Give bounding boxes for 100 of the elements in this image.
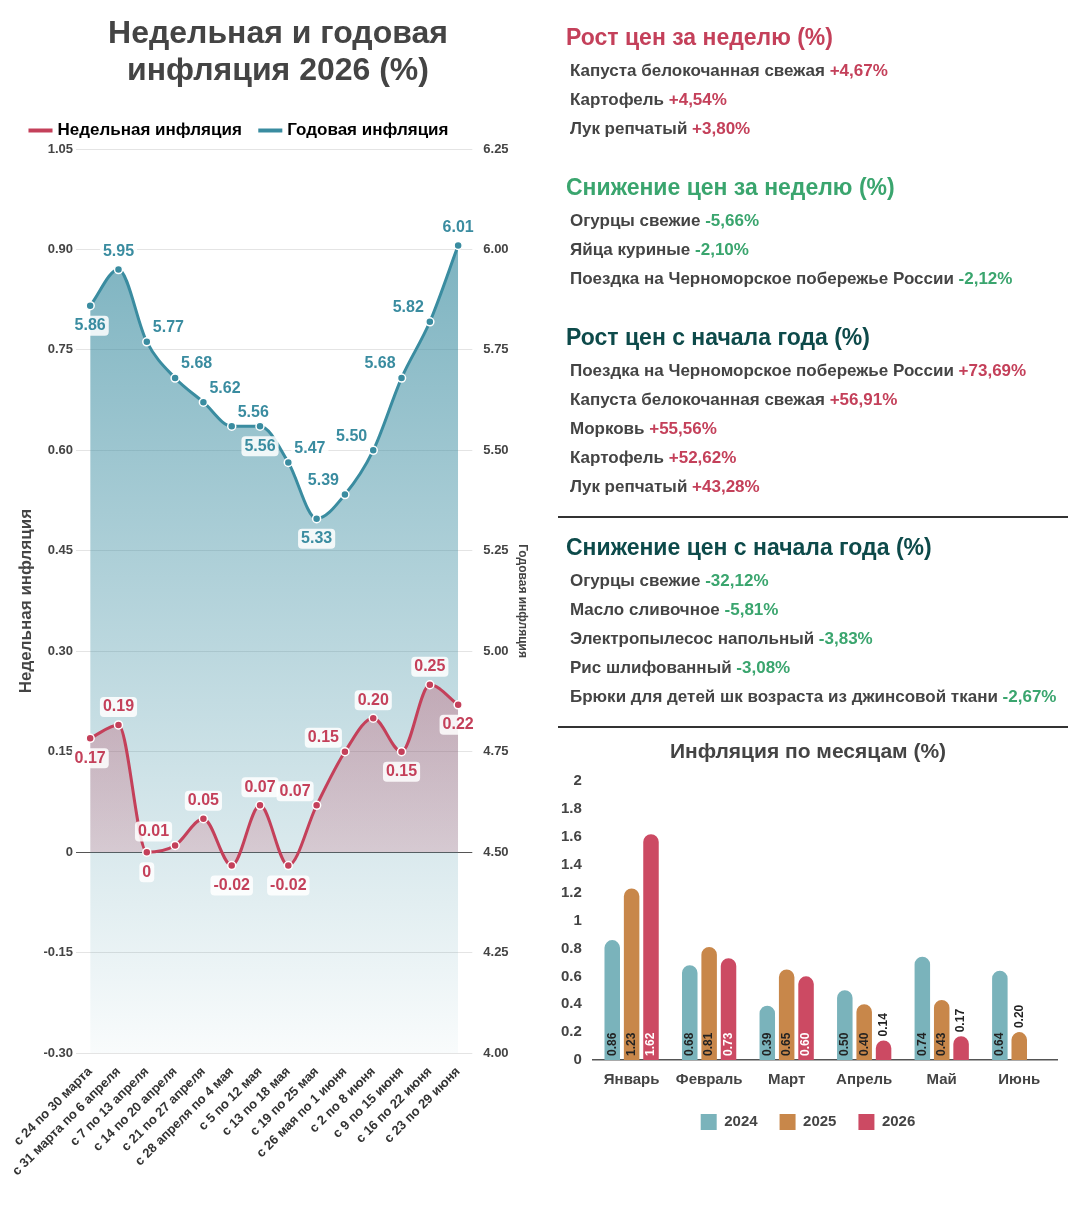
data-label: 5.68 bbox=[364, 354, 396, 372]
y2-tick-label: 4.00 bbox=[483, 1044, 509, 1060]
y-tick-label: 0.6 bbox=[560, 966, 582, 984]
data-label: 5.56 bbox=[237, 402, 269, 420]
data-label: 0.17 bbox=[953, 1008, 968, 1033]
data-label: 0.14 bbox=[875, 1012, 890, 1037]
bar bbox=[623, 888, 640, 1060]
data-label: 1.62 bbox=[643, 1032, 658, 1056]
data-label: 0.19 bbox=[102, 697, 135, 715]
data-label: 5.62 bbox=[209, 378, 241, 396]
y2-tick-label: 5.00 bbox=[483, 642, 509, 658]
bar bbox=[701, 947, 717, 1060]
bar bbox=[643, 834, 659, 1060]
data-label: 0 bbox=[142, 862, 152, 880]
data-label: -0.02 bbox=[213, 875, 251, 893]
point bbox=[142, 337, 152, 347]
data-label: 0.68 bbox=[682, 1032, 697, 1056]
point bbox=[226, 860, 237, 871]
y2-axis-title: Годовая инфляция bbox=[516, 544, 531, 658]
data-label: 5.86 bbox=[74, 316, 106, 334]
legend-label: Недельная инфляция bbox=[57, 120, 242, 140]
x-tick-label: Февраль bbox=[675, 1070, 743, 1088]
data-label: 0.65 bbox=[778, 1032, 793, 1056]
data-label: 0.74 bbox=[914, 1032, 929, 1056]
y2-tick-label: 5.25 bbox=[483, 542, 509, 558]
y-tick-label: 2 bbox=[573, 771, 582, 789]
data-label: 5.50 bbox=[336, 426, 368, 444]
y-tick-label: 0.75 bbox=[47, 341, 74, 357]
point bbox=[142, 847, 152, 857]
x-tick-label: Июнь bbox=[998, 1070, 1041, 1088]
y-tick-label: 0.4 bbox=[560, 994, 583, 1012]
text: Поездка на Черноморское побережье России -2,12% bbox=[570, 269, 1013, 288]
bar bbox=[1011, 1032, 1027, 1060]
point bbox=[170, 373, 180, 383]
legend-label: 2024 bbox=[724, 1112, 759, 1130]
point bbox=[283, 860, 294, 871]
data-label: 0.20 bbox=[357, 690, 389, 708]
y-tick-label: -0.30 bbox=[43, 1044, 74, 1060]
text: Рост цен с начала года (%) bbox=[566, 324, 871, 351]
point bbox=[198, 397, 209, 407]
data-label: 0.43 bbox=[934, 1032, 949, 1056]
data-label: 0.01 bbox=[137, 821, 170, 839]
text: Картофель +52,62% bbox=[570, 448, 737, 467]
point bbox=[255, 421, 265, 431]
bar bbox=[992, 970, 1008, 1060]
y-tick-label: 0.90 bbox=[47, 241, 74, 257]
point bbox=[396, 746, 407, 757]
data-label: 0.25 bbox=[414, 657, 446, 675]
point bbox=[340, 746, 350, 757]
data-label: 5.95 bbox=[102, 241, 135, 259]
text: Снижение цен за неделю (%) bbox=[566, 174, 896, 201]
text: Рост цен за неделю (%) bbox=[566, 24, 834, 51]
bar bbox=[604, 940, 620, 1060]
y2-tick-label: 6.25 bbox=[483, 140, 509, 156]
y-tick-label: 0.8 bbox=[560, 938, 582, 956]
data-label: 0.15 bbox=[307, 728, 340, 746]
data-label: 0.86 bbox=[604, 1032, 619, 1056]
text: Капуста белокочанная свежая +4,67% bbox=[570, 61, 888, 80]
text: Электропылесос напольный -3,83% bbox=[570, 629, 873, 648]
data-label: 0.22 bbox=[442, 715, 474, 733]
y-tick-label: 1 bbox=[573, 910, 582, 928]
data-label: 5.33 bbox=[301, 529, 333, 547]
data-label: 0.50 bbox=[837, 1032, 852, 1056]
y2-tick-label: 6.00 bbox=[483, 241, 509, 257]
data-label: 5.82 bbox=[392, 298, 424, 316]
y-tick-label: 0.2 bbox=[560, 1022, 582, 1040]
data-label: 0.20 bbox=[1011, 1004, 1026, 1029]
text: Брюки для детей шк возраста из джинсовой ткани -2,67% bbox=[570, 687, 1057, 706]
point bbox=[255, 800, 265, 811]
data-label: -0.02 bbox=[270, 875, 307, 893]
legend-label: 2025 bbox=[803, 1112, 837, 1130]
data-label: 0.73 bbox=[720, 1032, 735, 1056]
text: Яйца куриные -2,10% bbox=[570, 240, 749, 259]
text: Огурцы свежие -32,12% bbox=[570, 571, 769, 590]
point bbox=[453, 700, 463, 710]
x-tick-label: Март bbox=[767, 1070, 806, 1088]
y2-tick-label: 4.75 bbox=[483, 743, 509, 759]
y-tick-label: 1.6 bbox=[560, 827, 582, 845]
point bbox=[368, 445, 378, 456]
data-label: 5.39 bbox=[307, 470, 340, 488]
y-tick-label: 0 bbox=[65, 843, 74, 859]
y2-tick-label: 4.50 bbox=[483, 843, 509, 859]
point bbox=[170, 840, 180, 851]
x-tick-label: Май bbox=[926, 1070, 957, 1088]
legend-label: 2026 bbox=[881, 1112, 916, 1130]
data-label: 0.40 bbox=[856, 1032, 871, 1056]
y-tick-label: -0.15 bbox=[43, 944, 74, 960]
y-tick-label: 1.05 bbox=[47, 140, 74, 156]
y-tick-label: 1.2 bbox=[560, 882, 582, 900]
data-label: 0.81 bbox=[701, 1032, 716, 1056]
data-label: 0.17 bbox=[74, 748, 106, 766]
point bbox=[425, 680, 435, 690]
text: Лук репчатый +43,28% bbox=[570, 477, 760, 496]
x-tick-label: Апрель bbox=[836, 1070, 893, 1088]
y2-tick-label: 5.50 bbox=[483, 441, 509, 457]
y-tick-label: 1.8 bbox=[560, 799, 582, 817]
point bbox=[425, 317, 435, 327]
data-label: 1.23 bbox=[623, 1032, 638, 1056]
legend-label: Годовая инфляция bbox=[287, 120, 449, 140]
data-label: 0.05 bbox=[187, 791, 220, 809]
